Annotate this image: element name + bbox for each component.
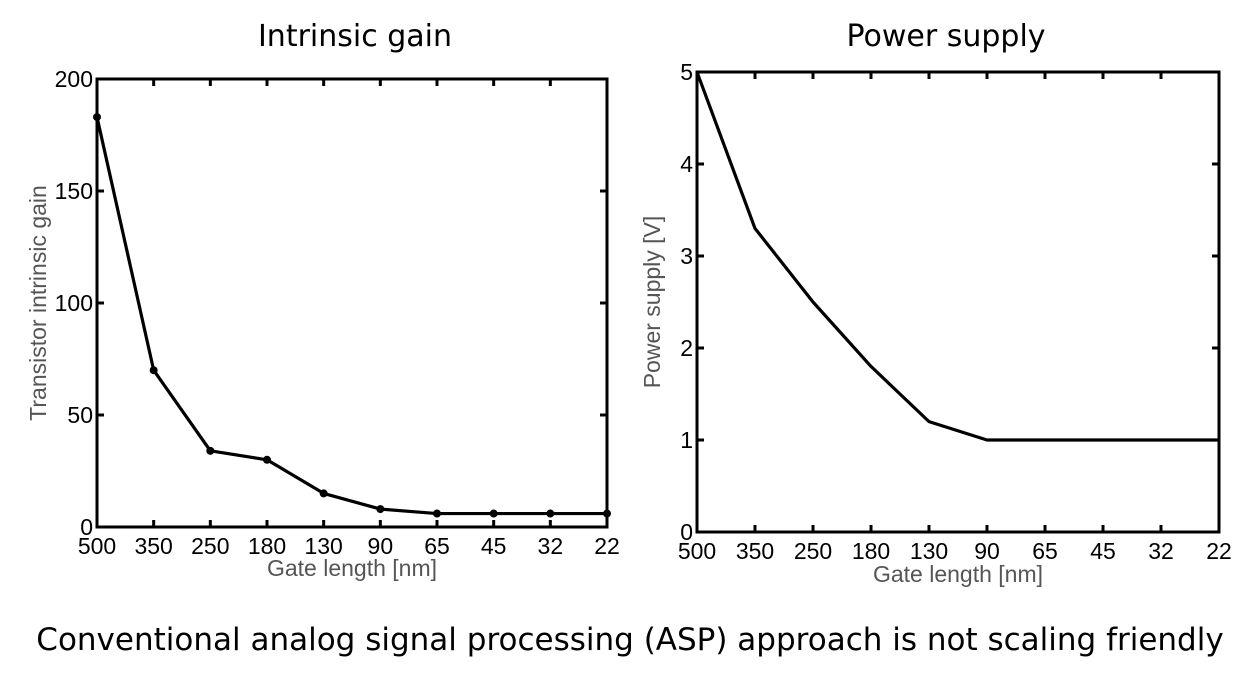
data-point xyxy=(93,113,101,122)
y-tick-label: 0 xyxy=(80,514,93,540)
y-tick-label: 100 xyxy=(55,290,93,316)
chart-title: Intrinsic gain xyxy=(258,19,452,54)
data-point xyxy=(433,509,441,518)
y-tick-label: 2 xyxy=(680,335,693,361)
series-line xyxy=(95,116,607,516)
data-point xyxy=(546,509,555,518)
data-point xyxy=(319,489,328,498)
x-tick-label: 22 xyxy=(594,533,620,559)
x-tick-label: 22 xyxy=(1206,538,1232,564)
x-tick-label: 65 xyxy=(424,533,450,559)
x-tick-label: 90 xyxy=(974,538,1000,564)
y-tick-label: 50 xyxy=(67,402,93,428)
x-tick-label: 45 xyxy=(1090,538,1116,564)
x-tick-label: 130 xyxy=(304,533,342,559)
y-tick-label: 3 xyxy=(680,243,693,269)
series-line xyxy=(695,71,1219,442)
y-axis-label: Transistor intrinsic gain xyxy=(25,185,51,421)
y-tick-label: 150 xyxy=(55,178,93,204)
slide-caption: Conventional analog signal processing (A… xyxy=(36,622,1224,658)
x-tick-label: 250 xyxy=(794,538,832,564)
x-tick-label: 180 xyxy=(852,538,890,564)
data-point xyxy=(603,509,611,518)
y-tick-label: 4 xyxy=(680,151,693,177)
data-point xyxy=(489,509,498,518)
x-tick-label: 32 xyxy=(1148,538,1174,564)
x-tick-label: 250 xyxy=(191,533,229,559)
x-tick-label: 500 xyxy=(678,538,716,564)
data-point xyxy=(149,366,158,375)
x-tick-label: 130 xyxy=(910,538,948,564)
x-tick-label: 32 xyxy=(538,533,564,559)
y-tick-label: 200 xyxy=(55,66,93,92)
plot-frame xyxy=(95,77,609,529)
y-tick-label: 5 xyxy=(680,59,693,85)
x-tick-label: 350 xyxy=(736,538,774,564)
data-point xyxy=(376,505,385,514)
x-tick-label: 350 xyxy=(134,533,172,559)
y-tick-label: 0 xyxy=(680,519,693,545)
x-tick-label: 90 xyxy=(368,533,394,559)
chart-title: Power supply xyxy=(846,19,1045,54)
x-axis-label: Gate length [nm] xyxy=(873,561,1043,587)
x-tick-label: 65 xyxy=(1032,538,1058,564)
plot-frame xyxy=(695,70,1221,534)
y-tick-label: 1 xyxy=(680,427,693,453)
y-axis-label: Power supply [V] xyxy=(639,216,665,389)
x-tick-label: 45 xyxy=(481,533,507,559)
x-axis-label: Gate length [nm] xyxy=(267,555,437,581)
x-tick-label: 500 xyxy=(78,533,116,559)
x-tick-label: 180 xyxy=(248,533,286,559)
data-point xyxy=(206,446,215,455)
data-point xyxy=(263,455,271,464)
chart-1: Intrinsic gain 500 350 250 180 130 90 65 45 32 22 0… xyxy=(25,19,620,581)
